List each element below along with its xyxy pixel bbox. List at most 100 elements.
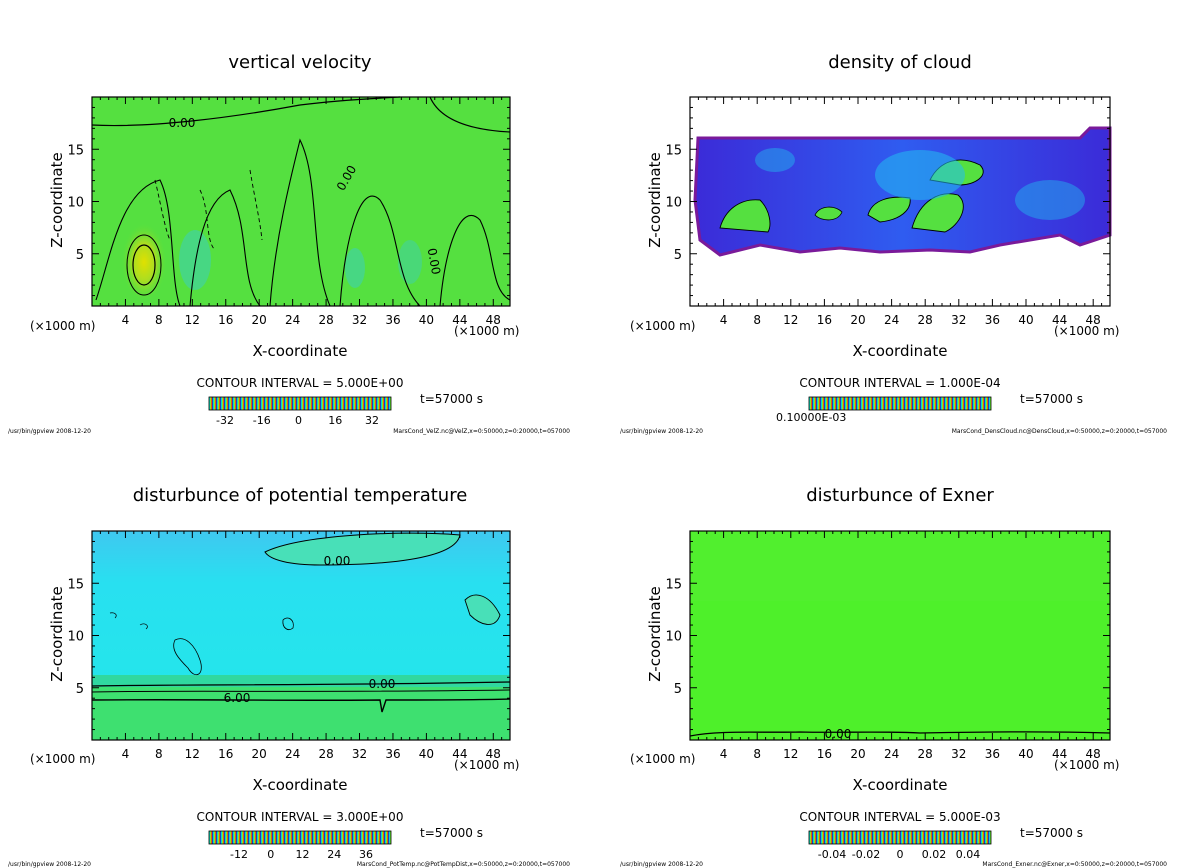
- contour-line: [91, 681, 511, 687]
- time-label: t=57000 s: [1020, 826, 1083, 840]
- contour-region: [464, 594, 501, 625]
- x-tick-label: 16: [218, 747, 233, 761]
- colorbar-tick-label: -12: [230, 848, 248, 861]
- contour-line: [154, 169, 263, 251]
- x-tick-label: 48: [1086, 747, 1101, 761]
- time-label: t=57000 s: [420, 826, 483, 840]
- x-unit-left: (×1000 m): [30, 752, 95, 766]
- downdraft-region: [179, 230, 211, 290]
- y-tick-label: 10: [67, 196, 84, 211]
- cloud-core: [814, 206, 843, 221]
- colorbar-tick-label: 0.10000E-03: [776, 411, 846, 424]
- x-tick-label: 12: [185, 313, 200, 327]
- x-axis: 4 8 12 16 20 24 28 32 36 40 44 48: [99, 97, 503, 327]
- x-tick-label: 48: [486, 747, 501, 761]
- contour-line: [109, 612, 148, 630]
- x-tick-label: 20: [252, 313, 267, 327]
- colorbar: [208, 830, 392, 845]
- y-axis-label: Z-coordinate: [646, 152, 664, 247]
- contour-interval-text: CONTOUR INTERVAL = 1.000E-04: [799, 376, 1000, 390]
- colorbar-tick-label: 32: [365, 414, 379, 427]
- panel-title: density of cloud: [828, 52, 972, 73]
- colorbar-tick-label: -16: [253, 414, 271, 427]
- y-tick-label: 15: [67, 577, 84, 592]
- y-tick-label: 5: [674, 682, 682, 697]
- x-unit-right: (×1000 m): [454, 324, 519, 338]
- x-tick-label: 36: [385, 747, 400, 761]
- x-tick-label: 32: [951, 313, 966, 327]
- cloud-core: [719, 199, 771, 233]
- x-tick-label: 40: [1018, 747, 1033, 761]
- x-tick-label: 8: [155, 313, 163, 327]
- x-tick-label: 12: [185, 747, 200, 761]
- x-unit-left: (×1000 m): [630, 319, 695, 333]
- y-axis-label: Z-coordinate: [48, 152, 66, 247]
- x-tick-label: 16: [817, 313, 832, 327]
- time-label: t=57000 s: [1020, 392, 1083, 406]
- footer-right: MarsCond_VelZ.nc@VelZ,x=0:50000,z=0:2000…: [393, 428, 570, 435]
- y-tick-label: 10: [665, 196, 682, 211]
- colorbar-tick-label: 0.04: [956, 848, 981, 861]
- panel-density-of-cloud: density of cloud 4 8 12 16 20 24 28 32 36 40 44 48 …: [620, 52, 1167, 435]
- x-tick-label: 8: [753, 747, 761, 761]
- heatmap-band: [690, 531, 1110, 601]
- x-tick-label: 40: [1018, 313, 1033, 327]
- panel-exner: disturbunce of Exner 0.00 4 8 12 16 20 24 28 32…: [620, 485, 1167, 868]
- plot-area: [689, 96, 1112, 307]
- panel-title: disturbunce of Exner: [806, 485, 994, 506]
- colorbar-tick-label: 0.02: [922, 848, 947, 861]
- cloud-halo: [875, 150, 965, 200]
- colorbar-tick-label: -0.04: [818, 848, 846, 861]
- x-tick-label: 36: [385, 313, 400, 327]
- plot-area: 0.00 0.00 6.00: [91, 530, 511, 741]
- x-tick-label: 4: [720, 313, 728, 327]
- x-tick-label: 24: [285, 747, 300, 761]
- contour-line: [173, 638, 202, 676]
- x-tick-label: 20: [850, 747, 865, 761]
- x-tick-label: 12: [783, 313, 798, 327]
- x-unit-right: (×1000 m): [1054, 324, 1119, 338]
- colorbar: [208, 396, 392, 411]
- downdraft-region: [398, 240, 422, 284]
- x-tick-label: 40: [419, 313, 434, 327]
- contour-label: 6.00: [224, 691, 251, 705]
- contour-line: [282, 617, 294, 630]
- footer-left: /usr/bin/gpview 2008-12-20: [620, 428, 703, 435]
- x-tick-label: 24: [285, 313, 300, 327]
- cloud-halo: [1015, 180, 1085, 220]
- colorbar-tick-label: 24: [327, 848, 341, 861]
- plot-area: 0.00 0.00 0.00: [91, 96, 511, 307]
- colorbar: [808, 396, 992, 411]
- footer-left: /usr/bin/gpview 2008-12-20: [620, 861, 703, 868]
- x-tick-label: 20: [850, 313, 865, 327]
- y-axis: 5 10 15: [67, 106, 510, 297]
- y-tick-label: 5: [76, 248, 84, 263]
- contour-label: 0.00: [425, 247, 443, 276]
- x-tick-label: 32: [352, 313, 367, 327]
- x-unit-right: (×1000 m): [1054, 758, 1119, 772]
- x-axis-label: X-coordinate: [253, 776, 348, 794]
- x-tick-label: 28: [318, 747, 333, 761]
- y-tick-label: 10: [67, 630, 84, 645]
- colorbar-tick-label: 0: [897, 848, 904, 861]
- x-tick-label: 4: [122, 313, 130, 327]
- panel-vertical-velocity: vertical velocity 0.00 0.00 0.00 4 8 12 16 2…: [8, 52, 570, 435]
- x-tick-label: 48: [1086, 313, 1101, 327]
- colorbar-ticks: -12 0 12 24 36: [230, 848, 373, 861]
- colorbar-tick-label: 0: [267, 848, 274, 861]
- downdraft-region: [345, 248, 365, 288]
- y-tick-label: 15: [665, 577, 682, 592]
- colorbar-ticks: -32 -16 0 16 32: [216, 414, 379, 427]
- contour-label: 0.00: [369, 677, 396, 691]
- x-tick-label: 24: [884, 747, 899, 761]
- x-tick-label: 36: [985, 747, 1000, 761]
- contour-region: [264, 532, 461, 566]
- contour-line: [91, 698, 511, 713]
- x-tick-label: 48: [486, 313, 501, 327]
- footer-left: /usr/bin/gpview 2008-12-20: [8, 428, 91, 435]
- x-tick-label: 4: [720, 747, 728, 761]
- panel-title: disturbunce of potential temperature: [133, 485, 468, 506]
- x-tick-label: 12: [783, 747, 798, 761]
- x-tick-label: 44: [1052, 747, 1067, 761]
